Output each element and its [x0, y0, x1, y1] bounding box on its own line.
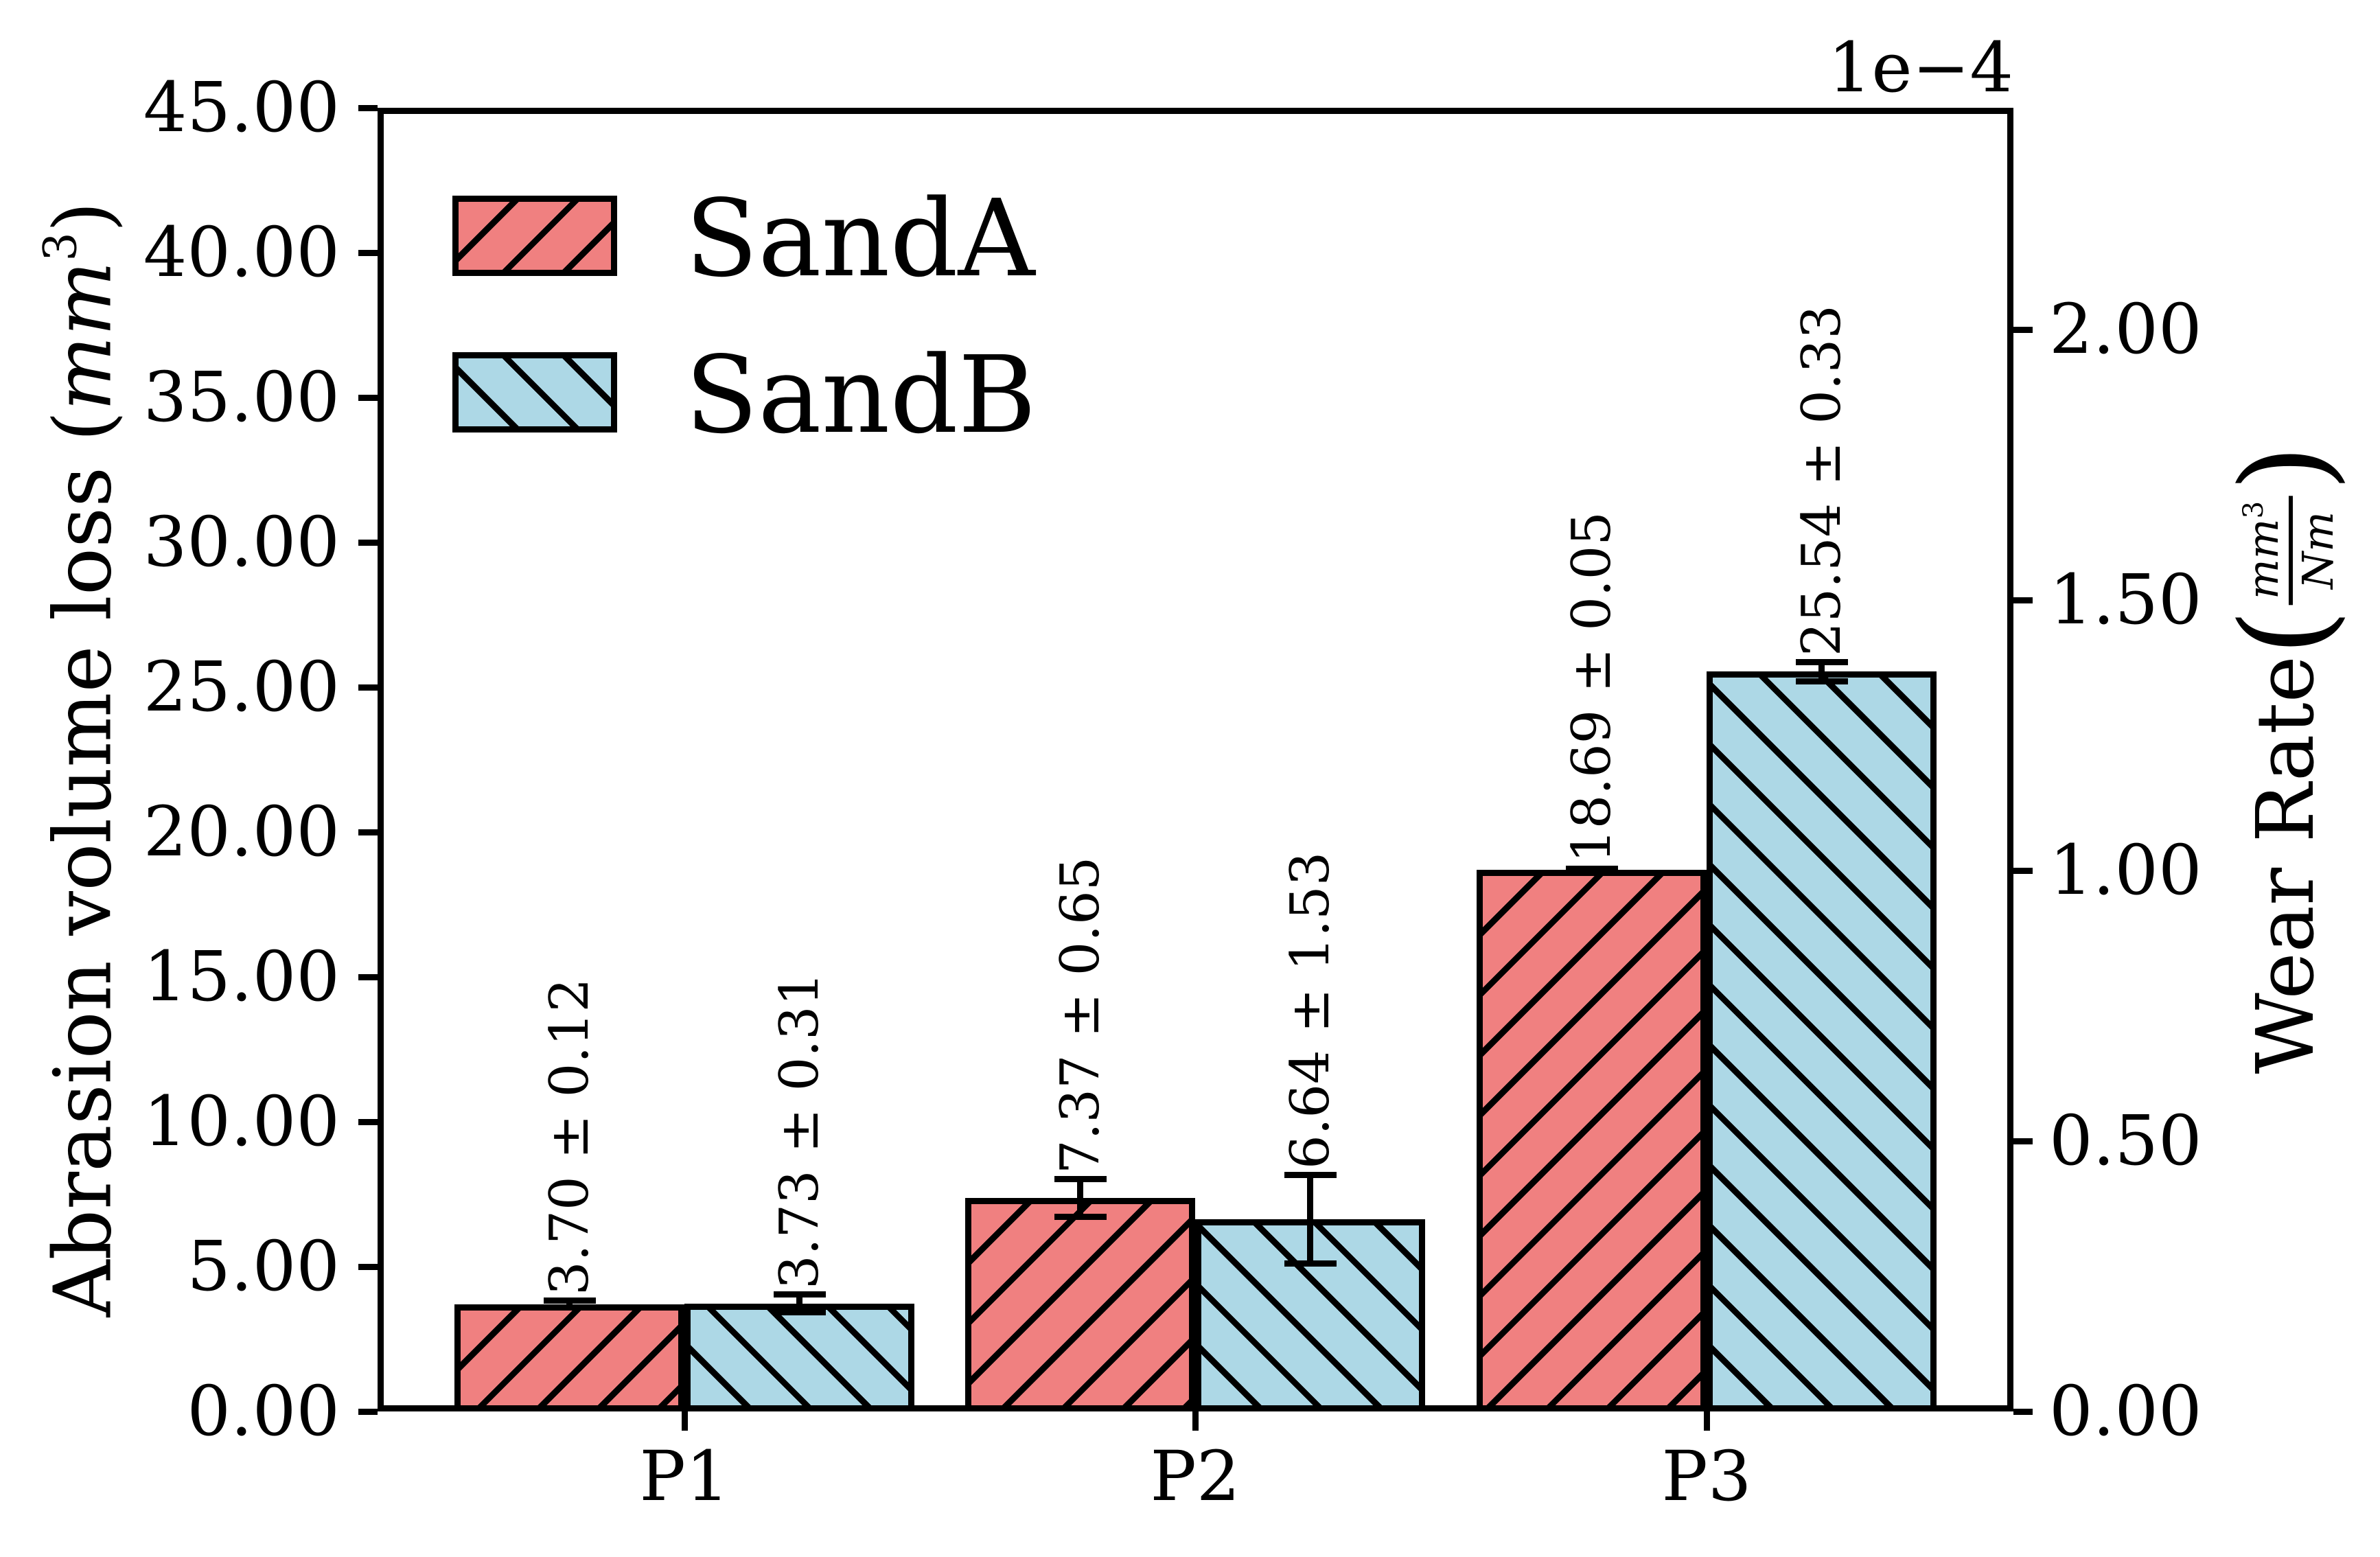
bar-sanda-p2: [965, 1197, 1195, 1411]
left-y-tick: [358, 104, 378, 111]
left-axis-title: Abrasion volume loss (mm3): [16, 201, 130, 1317]
right-y-tick: [2013, 326, 2033, 333]
left-y-tick: [358, 1118, 378, 1125]
bar-value-label-sandb-p1: 3.73 ± 0.31: [768, 971, 831, 1289]
errorbar-sandb-p1-cap-bottom: [773, 1309, 826, 1316]
errorbar-sandb-p3-cap-bottom: [1795, 678, 1848, 684]
left-y-tick-label: 45.00: [143, 67, 340, 148]
right-y-tick-label: 0.00: [2049, 1371, 2202, 1451]
left-axis-unit-exponent: 3: [34, 232, 87, 262]
errorbar-sandb-p2-cap-top: [1284, 1171, 1337, 1178]
right-y-tick-label: 1.50: [2049, 560, 2202, 640]
left-y-tick-label: 0.00: [187, 1371, 340, 1451]
errorbar-sandb-p3-cap-top: [1795, 658, 1848, 665]
right-axis-title: Wear Rate ( mm3 Nm ): [2216, 444, 2355, 1074]
left-y-tick: [358, 394, 378, 401]
bar-value-label-sanda-p3: 18.69 ± 0.05: [1560, 511, 1623, 864]
left-y-tick-label: 20.00: [143, 792, 340, 872]
errorbar-sanda-p2-whisker: [1077, 1179, 1083, 1217]
left-axis-title-text: Abrasion volume loss (: [37, 411, 130, 1317]
right-axis-offset-text: 1e−4: [1827, 27, 2013, 108]
right-y-tick-label: 0.50: [2049, 1100, 2202, 1181]
left-y-tick-label: 5.00: [187, 1226, 340, 1306]
errorbar-sandb-p2-cap-bottom: [1284, 1260, 1337, 1267]
x-tick-label-p3: P3: [1661, 1436, 1752, 1516]
legend-swatch-sandb: [452, 352, 617, 432]
right-y-tick: [2013, 1408, 2033, 1415]
legend-label-sanda: SandA: [685, 176, 1035, 301]
left-y-tick-label: 30.00: [143, 502, 340, 582]
left-y-tick: [358, 1408, 378, 1415]
right-y-tick-label: 2.00: [2049, 289, 2202, 369]
bar-value-label-sanda-p2: 7.37 ± 0.65: [1049, 856, 1111, 1174]
x-tick-label-p2: P2: [1150, 1436, 1240, 1516]
left-y-tick: [358, 973, 378, 980]
errorbar-sanda-p1-cap-top: [543, 1298, 596, 1304]
bar-sandb-p3: [1707, 671, 1937, 1411]
errorbar-sandb-p2-whisker: [1307, 1175, 1313, 1264]
left-y-tick: [358, 829, 378, 835]
legend-label-sandb: SandB: [685, 333, 1037, 457]
x-tick: [1192, 1411, 1199, 1431]
right-y-tick: [2013, 597, 2033, 603]
left-y-tick-label: 25.00: [143, 647, 340, 727]
errorbar-sandb-p1-cap-top: [773, 1291, 826, 1298]
bar-value-label-sandb-p2: 6.64 ± 1.53: [1279, 851, 1341, 1170]
errorbar-sanda-p3-cap-bottom: [1565, 868, 1618, 875]
left-y-tick-label: 15.00: [143, 936, 340, 1017]
x-tick: [681, 1411, 688, 1431]
left-axis-title-close: ): [37, 201, 130, 233]
errorbar-sanda-p2-cap-top: [1054, 1176, 1107, 1183]
bar-sanda-p3: [1477, 870, 1707, 1411]
left-y-tick: [358, 249, 378, 256]
x-tick-label-p1: P1: [639, 1436, 730, 1516]
left-y-tick: [358, 539, 378, 546]
errorbar-sanda-p2-cap-bottom: [1054, 1213, 1107, 1220]
bar-sandb-p1: [684, 1303, 914, 1411]
legend-swatch-sanda: [452, 196, 617, 276]
right-y-tick: [2013, 1138, 2033, 1144]
errorbar-sandb-p1-whisker: [796, 1294, 802, 1313]
bar-sanda-p1: [454, 1304, 684, 1411]
bar-value-label-sanda-p1: 3.70 ± 0.12: [538, 978, 601, 1295]
errorbar-sanda-p1-whisker: [566, 1300, 573, 1308]
right-y-tick-label: 1.00: [2049, 830, 2202, 910]
left-y-tick-label: 35.00: [143, 357, 340, 437]
errorbar-sandb-p3-whisker: [1818, 662, 1825, 682]
bar-value-label-sandb-p3: 25.54 ± 0.33: [1790, 305, 1853, 657]
left-axis-unit: mm: [37, 261, 130, 411]
left-y-tick: [358, 1263, 378, 1270]
left-y-tick-label: 40.00: [143, 212, 340, 292]
x-tick: [1703, 1411, 1710, 1431]
errorbar-sanda-p1-cap-bottom: [543, 1304, 596, 1311]
left-y-tick-label: 10.00: [143, 1081, 340, 1162]
right-y-tick: [2013, 867, 2033, 874]
right-axis-paren-close: ): [2216, 444, 2355, 492]
left-y-tick: [358, 684, 378, 691]
